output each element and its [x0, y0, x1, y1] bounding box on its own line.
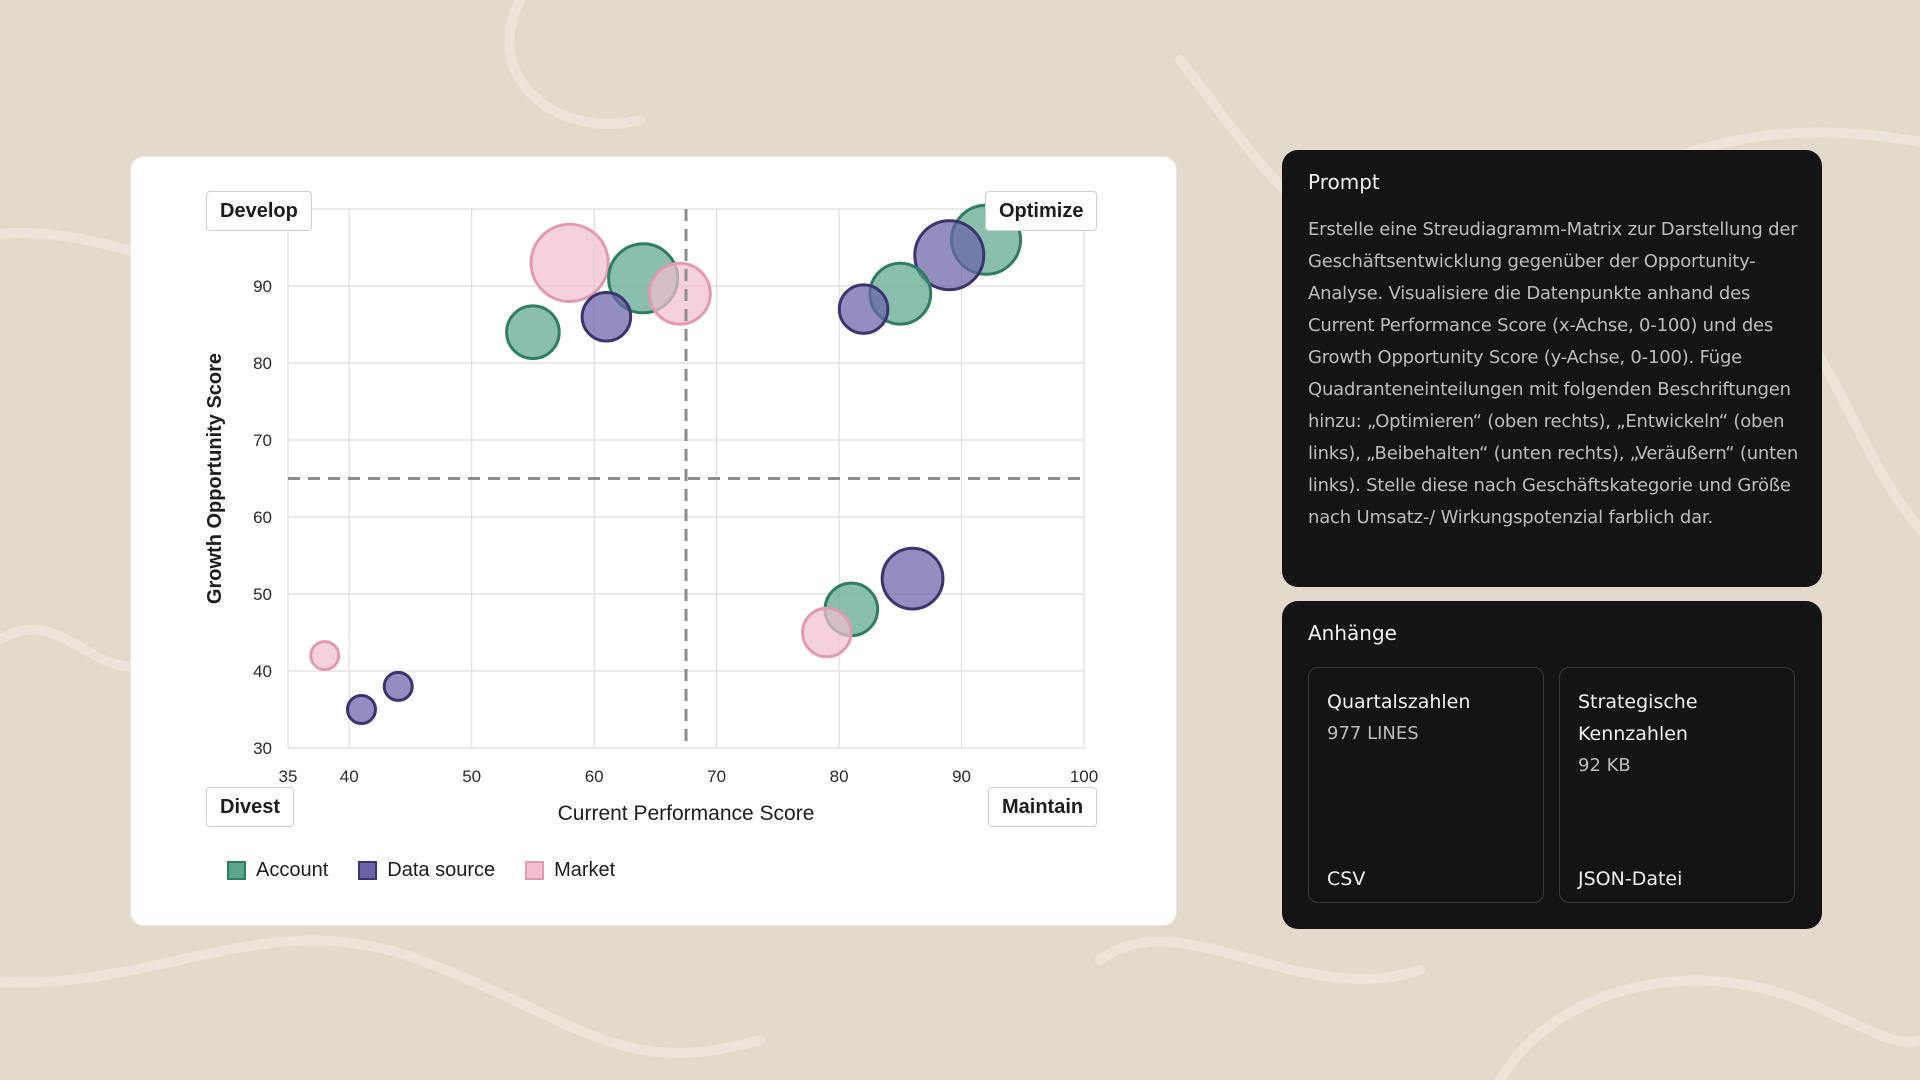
attachments-title: Anhänge	[1308, 621, 1397, 645]
x-tick-label: 90	[952, 767, 971, 786]
attachment-card-quartalszahlen[interactable]: Quartalszahlen 977 LINES CSV	[1308, 667, 1544, 903]
bubble-data-source	[382, 670, 414, 702]
bubble-data-source	[837, 283, 890, 335]
x-tick-label: 50	[462, 767, 481, 786]
y-tick-label: 60	[253, 508, 272, 527]
legend-label-data-source: Data source	[387, 859, 496, 881]
attachment-meta: 92 KB	[1578, 755, 1631, 776]
x-tick-label: 80	[830, 767, 849, 786]
bubble-account	[505, 304, 561, 360]
y-tick-label: 90	[253, 277, 272, 296]
bubble-market	[801, 606, 853, 659]
bubble-chart: 35 40 50 60 70 80 90 100 30 40 50 60 70 80 90 Current P…	[204, 203, 1098, 825]
legend-swatch-market	[525, 861, 545, 880]
bubble-data-source	[913, 219, 986, 292]
attachment-name: Strategische Kennzahlen	[1578, 691, 1698, 745]
legend-swatch-account	[227, 861, 246, 880]
y-axis-title: Growth Opportunity Score	[204, 353, 226, 604]
prompt-title: Prompt	[1308, 170, 1380, 194]
x-tick-label: 70	[707, 767, 726, 786]
bubble-data-source	[345, 694, 377, 725]
attachment-meta: 977 LINES	[1327, 723, 1419, 744]
legend-label-account: Account	[256, 859, 329, 881]
x-tick-label: 100	[1070, 767, 1098, 786]
bubble-market	[647, 261, 712, 326]
legend-swatch-data-source	[358, 861, 378, 880]
quadrant-label-develop: Develop	[206, 191, 312, 231]
x-tick-label: 40	[340, 767, 359, 786]
legend-label-market: Market	[554, 859, 616, 881]
chart-card: 35 40 50 60 70 80 90 100 30 40 50 60 70 80 90 Current P…	[130, 156, 1177, 926]
attachment-card-strategische-kennzahlen[interactable]: Strategische Kennzahlen 92 KB JSON-Datei	[1559, 667, 1795, 903]
x-tick-label: 60	[585, 767, 604, 786]
bubble-market	[529, 222, 610, 303]
attachments-panel: Anhänge Quartalszahlen 977 LINES CSV Str…	[1282, 601, 1822, 929]
quadrant-label-optimize: Optimize	[985, 191, 1098, 231]
bubble-market	[309, 640, 341, 672]
attachment-type: JSON-Datei	[1578, 868, 1683, 890]
prompt-text: Erstelle eine Streudiagramm-Matrix zur D…	[1308, 219, 1799, 528]
attachment-name: Quartalszahlen	[1327, 691, 1471, 713]
x-tick-label: 35	[279, 767, 298, 786]
attachment-type: CSV	[1327, 868, 1366, 890]
legend-item-market: Market	[525, 859, 615, 882]
legend-item-account: Account	[227, 859, 328, 882]
y-tick-label: 70	[253, 431, 272, 450]
y-tick-label: 80	[253, 354, 272, 373]
y-tick-label: 50	[253, 585, 272, 604]
chart-legend: Account Data source Market	[227, 859, 615, 882]
bubble-data-source	[580, 291, 633, 343]
legend-item-data-source: Data source	[358, 859, 495, 882]
y-tick-label: 40	[253, 662, 272, 681]
prompt-panel: Prompt Erstelle eine Streudiagramm-Matri…	[1282, 150, 1822, 587]
bubble-data-source	[880, 546, 945, 611]
x-axis-title: Current Performance Score	[558, 802, 815, 825]
quadrant-label-maintain: Maintain	[988, 787, 1098, 827]
y-tick-label: 30	[253, 739, 272, 758]
quadrant-label-divest: Divest	[206, 787, 295, 827]
